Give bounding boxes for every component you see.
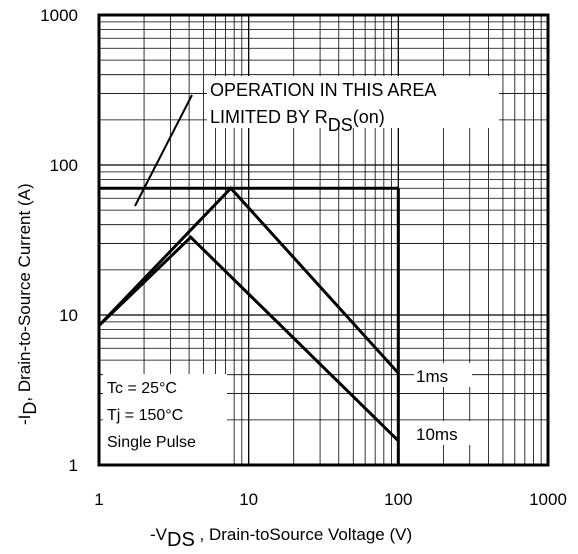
y-tick-label: 10 [59,306,78,325]
rds-pointer-line [134,94,193,207]
y-tick-label: 1 [69,456,78,475]
x-axis-label-subscript: DS [167,529,195,551]
series-line-10ms [97,235,400,442]
series-line-1ms [97,186,400,375]
condition-tj: Tj = 150°C [107,407,183,424]
x-axis-label: -VDS , Drain-toSource Voltage (V) [150,525,412,551]
series-label-10ms: 10ms [416,425,458,444]
rds-label-line1: OPERATION IN THIS AREA [210,80,436,100]
x-tick-label: 1000 [529,490,567,509]
conditions-background [103,374,227,464]
series-group [97,186,400,442]
series-label-1ms: 1ms [416,367,448,386]
label-10ms-background [414,421,476,445]
y-axis-label-subscript: D [20,402,40,415]
x-tick-labels: 1 10 100 1000 [94,490,567,509]
rds-label-background [207,76,499,128]
y-tick-label: 1000 [40,6,78,25]
y-tick-label: 100 [50,156,78,175]
operating-boundaries [99,186,400,465]
rds-subscript: DS [328,115,353,135]
x-tick-label: 10 [239,490,258,509]
label-1ms-background [414,363,472,387]
x-tick-label: 100 [384,490,412,509]
condition-pulse: Single Pulse [107,434,196,451]
condition-tc: Tc = 25°C [107,380,177,397]
y-axis-label: -ID, Drain-to-Source Current (A) [15,183,40,425]
y-tick-labels: 1 10 100 1000 [40,6,78,475]
rds-label-line2: LIMITED BY RDS(on) [210,107,385,135]
plot-frame [97,13,550,467]
x-tick-label: 1 [94,490,103,509]
